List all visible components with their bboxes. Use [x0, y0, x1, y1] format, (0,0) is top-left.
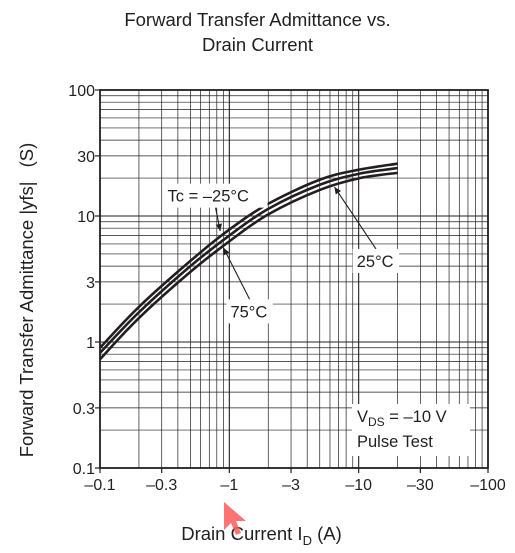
x-tick-label: –1	[220, 477, 238, 494]
vds-value: = –10 V	[384, 408, 447, 426]
series-line-1	[99, 166, 398, 354]
test-condition-pulse: Pulse Test	[357, 433, 433, 451]
x-tick-label: –100	[470, 477, 506, 494]
annotation-box	[163, 183, 268, 208]
annotation-arrowhead	[215, 223, 222, 232]
x-tick-label: –10	[345, 477, 372, 494]
annotation-arrowhead	[334, 186, 342, 195]
chart-title-line-1: Forward Transfer Admittance vs.	[124, 9, 391, 30]
x-tick-label: –30	[407, 477, 434, 494]
x-tick-label: –0.3	[146, 477, 177, 494]
series-label-1: 25°C	[357, 253, 394, 271]
y-axis-label-text: Forward Transfer Admittance |yfs|	[16, 181, 37, 458]
x-tick-label: –0.1	[84, 477, 115, 494]
y-tick-label: 0.1	[73, 461, 95, 478]
y-tick-label: 10	[77, 209, 95, 226]
note-box	[352, 404, 470, 456]
annotation-leader	[222, 247, 251, 300]
y-axis-label: Forward Transfer Admittance |yfs| (S)	[16, 143, 38, 458]
test-condition-voltage: VDS = –10 V	[357, 408, 447, 429]
chart-title-line-2: Drain Current	[201, 34, 314, 55]
y-axis-unit: (S)	[16, 142, 37, 168]
series-line-0	[99, 162, 398, 349]
plot-frame	[99, 89, 489, 469]
x-axis-symbol: I	[297, 523, 303, 544]
vds-symbol: V	[357, 408, 369, 426]
x-axis-unit: (A)	[317, 523, 342, 544]
vds-subscript: DS	[368, 415, 385, 429]
y-tick-label: 100	[68, 83, 95, 100]
annotation-box	[352, 248, 400, 273]
y-tick-label: 1	[86, 335, 95, 352]
annotation-box	[226, 299, 273, 324]
series-label-0: Tc = –25°C	[168, 188, 249, 206]
mouse-cursor-icon	[224, 502, 246, 535]
x-tick-label: –3	[282, 477, 300, 494]
x-axis-subscript: D	[302, 533, 312, 548]
annotation-leader	[334, 186, 377, 250]
series-line-2	[99, 171, 398, 361]
y-tick-label: 30	[77, 149, 95, 166]
annotation-arrowhead	[223, 247, 230, 256]
y-tick-label: 3	[86, 275, 95, 292]
series-label-2: 75°C	[230, 303, 267, 321]
y-tick-label: 0.3	[73, 401, 95, 418]
x-axis-label: Drain Current ID (A)	[0, 523, 515, 548]
